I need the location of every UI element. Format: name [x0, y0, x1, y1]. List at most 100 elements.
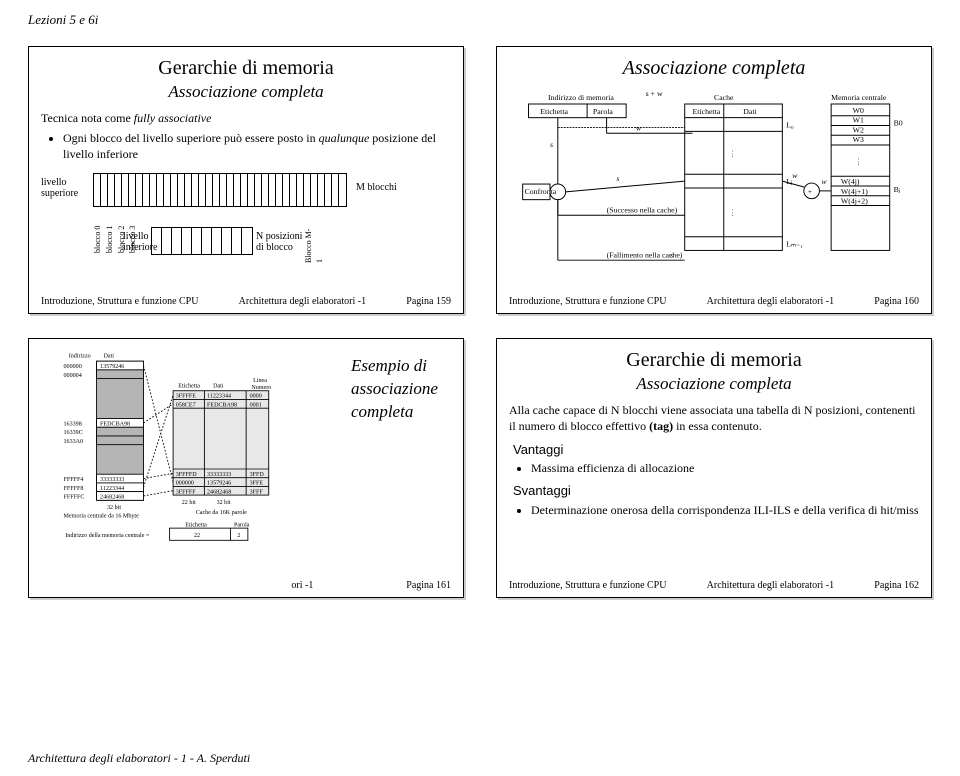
p1-sup-cell — [283, 174, 290, 206]
p1-title: Gerarchie di memoria — [41, 57, 451, 80]
svg-text:24682468: 24682468 — [207, 490, 231, 496]
p1-sup-cell — [311, 174, 318, 206]
p1-sup-cell — [143, 174, 150, 206]
svg-text:0000: 0000 — [250, 394, 262, 400]
svg-text:Dati: Dati — [213, 383, 224, 389]
svg-text:s: s — [670, 250, 673, 259]
p4-pc: in essa contenuto. — [673, 419, 762, 433]
p1-sup-cell — [262, 174, 269, 206]
p1-f-page: Pagina 159 — [406, 296, 451, 307]
svg-text:2: 2 — [237, 533, 240, 539]
p2-f-mid: Architettura degli elaboratori -1 — [707, 296, 834, 307]
p1-sup-cell — [122, 174, 129, 206]
p1-sup-cell — [101, 174, 108, 206]
svg-text:16339C: 16339C — [64, 430, 83, 436]
p3-footer: Introduzione, Struttura e funzione CPU o… — [41, 574, 451, 591]
p1-sup-cell — [171, 174, 178, 206]
p1-body: Tecnica nota come fully associative Ogni… — [41, 110, 451, 290]
svg-text:3FFD: 3FFD — [250, 472, 265, 478]
svg-text:058CE7: 058CE7 — [176, 403, 196, 409]
svg-text:w: w — [792, 171, 798, 180]
p1-inf-cell — [232, 228, 242, 254]
p1-sup-cell — [269, 174, 276, 206]
p4-title: Gerarchie di memoria — [509, 349, 919, 372]
p4-f-page: Pagina 162 — [874, 580, 919, 591]
p1-subtitle: Associazione completa — [41, 82, 451, 102]
p1-f-left: Introduzione, Struttura e funzione CPU — [41, 296, 198, 307]
p1-inf-cell — [222, 228, 232, 254]
svg-text:Indirizzo della memoria centra: Indirizzo della memoria centrale = — [65, 533, 150, 539]
p1-row-inferior — [151, 227, 253, 255]
svg-text:⋮: ⋮ — [729, 150, 737, 159]
svg-text:000004: 000004 — [64, 373, 82, 379]
svg-text:0001: 0001 — [250, 403, 262, 409]
svg-text:FEDCBA98: FEDCBA98 — [100, 422, 130, 428]
p4-footer: Introduzione, Struttura e funzione CPU A… — [509, 574, 919, 591]
svg-text:+: + — [808, 187, 813, 196]
svg-text:Cache: Cache — [714, 93, 734, 102]
p1-bullet1: Ogni blocco del livello superiore può es… — [63, 130, 451, 162]
p1-lbl-sup: livello superiore — [41, 177, 78, 199]
svg-text:000000: 000000 — [176, 481, 194, 487]
svg-text:32 bit: 32 bit — [217, 500, 231, 506]
svg-text:W(4j+2): W(4j+2) — [841, 197, 868, 206]
svg-text:Etichetta: Etichetta — [185, 523, 207, 529]
svg-text:FEDCBA98: FEDCBA98 — [207, 403, 237, 409]
svg-text:Confronta: Confronta — [525, 187, 557, 196]
p2-body: Indirizzo di memoria Etichetta Parola s … — [509, 86, 919, 290]
svg-text:W3: W3 — [853, 135, 864, 144]
p1-blocco-label: blocco 1 — [105, 213, 116, 253]
p1-inf-cell — [162, 228, 172, 254]
svg-text:Dati: Dati — [743, 107, 757, 116]
p1-inf-cell — [212, 228, 222, 254]
svg-text:32 bit: 32 bit — [107, 505, 121, 511]
p1-sup-cell — [213, 174, 220, 206]
p1-line1a: Tecnica nota come — [41, 111, 134, 125]
p4-s1: Determinazione onerosa della corrisponde… — [531, 502, 919, 518]
panel-grid: Gerarchie di memoria Associazione comple… — [28, 46, 932, 598]
svg-text:⋮: ⋮ — [729, 208, 737, 217]
svg-text:13579246: 13579246 — [100, 364, 124, 370]
svg-text:FFFFFC: FFFFFC — [64, 495, 85, 501]
p1-diagram: livello superiore M blocchi blocco 0bloc… — [41, 173, 451, 263]
p1-sup-cell — [206, 174, 213, 206]
svg-text:⋮: ⋮ — [855, 158, 863, 167]
p3-title: Esempio di associazione completa — [351, 355, 451, 424]
p1-sup-cell — [178, 174, 185, 206]
svg-text:Lₘ₋₁: Lₘ₋₁ — [786, 240, 803, 249]
p1-inf-cell — [182, 228, 192, 254]
svg-text:W2: W2 — [853, 125, 864, 134]
p1-f-mid: Architettura degli elaboratori -1 — [239, 296, 366, 307]
svg-text:Memoria centrale da 16 Mbyte: Memoria centrale da 16 Mbyte — [64, 514, 140, 520]
p1-lbl-bloccoM1: Blocco M-1 — [304, 227, 326, 263]
svg-text:33333333: 33333333 — [207, 472, 231, 478]
p1-inf-cell — [152, 228, 162, 254]
p1-sup-cell — [297, 174, 304, 206]
panel-bottom-right: Gerarchie di memoria Associazione comple… — [496, 338, 932, 598]
svg-text:3FFE: 3FFE — [250, 481, 264, 487]
p1-footer: Introduzione, Struttura e funzione CPU A… — [41, 290, 451, 307]
p1-sup-cell — [255, 174, 262, 206]
svg-text:3FFFFD: 3FFFFD — [176, 472, 198, 478]
svg-text:000000: 000000 — [64, 364, 82, 370]
p1-inf-cell — [242, 228, 252, 254]
svg-text:Dati: Dati — [104, 354, 115, 360]
p1-blocco-label: blocco 0 — [93, 213, 104, 253]
p1-inf-cell — [202, 228, 212, 254]
p1-sup-cell — [108, 174, 115, 206]
p4-subtitle: Associazione completa — [509, 374, 919, 394]
p4-body: Alla cache capace di N blocchi viene ass… — [509, 402, 919, 574]
svg-text:s: s — [616, 174, 619, 183]
p1-b1a: Ogni blocco del livello superiore può es… — [63, 131, 319, 145]
p1-sup-cell — [248, 174, 255, 206]
svg-text:Parola: Parola — [234, 523, 250, 529]
p1-sup-cell — [234, 174, 241, 206]
p3-f-page: Pagina 161 — [406, 580, 451, 591]
p3-title-block: Esempio di associazione completa — [341, 349, 451, 574]
svg-text:Indirizzo: Indirizzo — [69, 354, 91, 360]
panel-bottom-left: Indirizzo Dati 000000 000004 13579246 16… — [28, 338, 464, 598]
p1-sup-cell — [185, 174, 192, 206]
svg-text:W1: W1 — [853, 116, 864, 125]
p1-sup-cell — [332, 174, 339, 206]
p1-sup-cell — [164, 174, 171, 206]
